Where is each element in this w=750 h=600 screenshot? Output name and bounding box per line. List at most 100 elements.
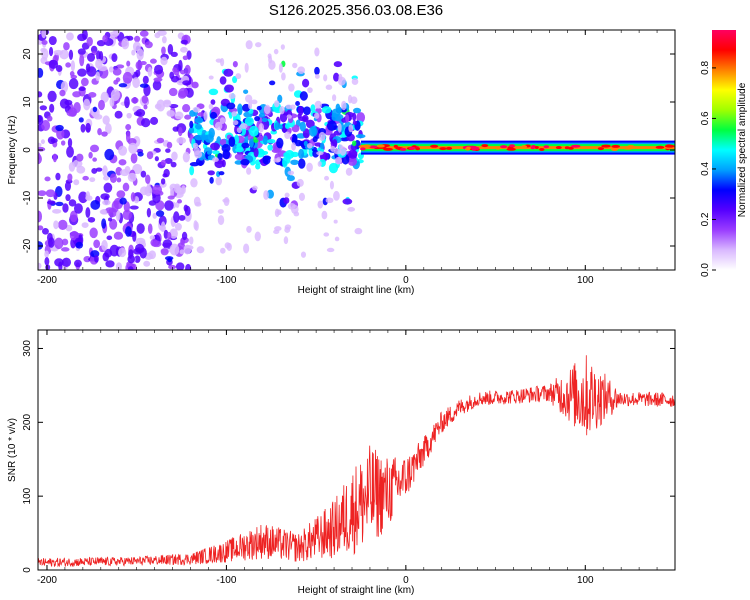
spectrogram-cell <box>345 167 353 176</box>
spectrogram-cell <box>167 257 173 263</box>
spectrogram-cell <box>356 112 366 124</box>
spectrogram-cell <box>252 185 258 191</box>
spectrogram-cell <box>147 223 153 234</box>
spectrogram-cell <box>122 209 132 221</box>
spectrogram-cell <box>38 241 44 250</box>
spectrogram-cell <box>149 235 156 240</box>
spectrogram-cell <box>521 145 527 149</box>
spectrogram-cell <box>189 165 195 176</box>
spectrogram-cell <box>345 114 350 123</box>
x-tick-label: -200 <box>37 575 57 586</box>
spectrogram-cell <box>136 48 144 61</box>
spectrogram-cell <box>173 211 180 223</box>
spectrogram-cell <box>207 170 215 176</box>
spectrogram-cell <box>41 30 47 39</box>
spectrogram-cell <box>152 184 162 195</box>
spectrogram-cell <box>321 210 328 220</box>
colorbar-label: Normalized spectral amplitude <box>737 82 748 217</box>
spectrogram-cell <box>66 146 74 158</box>
spectrogram-cell <box>96 50 101 61</box>
spectrogram-cell <box>45 189 56 198</box>
spectrogram-cell <box>118 247 127 258</box>
spectrogram-cell <box>112 68 122 76</box>
spectrogram-cell <box>217 152 223 161</box>
spectrogram-cell <box>87 216 96 223</box>
spectrogram-cell <box>170 161 177 168</box>
spectrogram-cell <box>306 162 313 172</box>
spectrogram-cell <box>77 68 87 77</box>
spectrogram-cell <box>47 90 57 102</box>
spectrogram-cell <box>86 36 93 47</box>
spectrogram-cell <box>160 159 167 166</box>
spectrogram-cell <box>350 96 358 105</box>
spectrogram-cell <box>209 176 214 184</box>
x-tick-label: 0 <box>403 575 409 586</box>
spectrogram-cell <box>314 73 320 79</box>
spectrogram-cell <box>333 148 342 155</box>
spectrogram-cell <box>274 226 282 232</box>
spectrogram-cell <box>108 66 114 73</box>
spectrogram-cell <box>285 104 292 109</box>
spectrogram-cell <box>408 146 416 150</box>
spectrogram-cell <box>314 100 322 109</box>
spectrogram-cell <box>178 126 183 137</box>
spectrogram-cell <box>126 112 132 119</box>
spectrogram-cell <box>132 41 141 52</box>
spectrogram-cell <box>182 55 189 61</box>
spectrogram-cell <box>254 231 261 242</box>
spectrogram-cell <box>93 113 103 120</box>
spectrogram-cell <box>399 147 407 151</box>
spectrogram-cell <box>62 203 69 213</box>
spectrogram-cell <box>219 117 226 124</box>
spectrogram-cell <box>60 81 69 93</box>
spectrogram-cell <box>214 159 224 169</box>
spectrogram-cell <box>77 48 86 55</box>
spectrogram-cell <box>246 167 252 175</box>
spectrogram-cell <box>48 59 59 69</box>
spectrogram-cell <box>160 56 168 66</box>
spectrogram-cell <box>334 156 342 165</box>
spectrogram-cell <box>439 147 447 151</box>
spectrogram-cell <box>131 97 139 104</box>
y-tick-label: 200 <box>22 414 33 431</box>
spectrogram-cell <box>70 60 76 72</box>
spectrogram-cell <box>208 88 219 96</box>
spectrogram-cell <box>60 140 66 146</box>
spectrogram-cell <box>332 94 337 102</box>
spectrogram-cell <box>220 247 226 254</box>
spectrogram-cell <box>190 178 198 188</box>
spectrogram-cell <box>167 195 175 200</box>
spectrogram-cell <box>113 200 120 205</box>
spectrogram-cell <box>179 249 185 255</box>
spectrogram-cell <box>531 144 536 148</box>
spectrogram-cell <box>352 120 357 126</box>
spectrogram-cell <box>302 128 310 139</box>
spectrogram-cell <box>39 105 48 111</box>
spectrogram-cell <box>314 66 320 76</box>
spectrogram-cell <box>500 145 508 149</box>
spectrogram-cell <box>182 104 191 113</box>
spectrogram-cell <box>312 136 318 143</box>
spectrogram-cell <box>50 138 58 143</box>
spectrogram-cell <box>534 146 539 150</box>
spectrogram-cell <box>38 142 42 148</box>
spectrogram-cell <box>118 83 128 88</box>
spectrogram-cell <box>46 115 53 122</box>
spectrogram-cell <box>208 103 214 110</box>
spectrogram-cell <box>55 172 61 181</box>
spectrogram-cell <box>258 112 266 118</box>
spectrogram-cell <box>41 120 51 131</box>
spectrogram-cell <box>95 58 103 69</box>
spectrogram-cell <box>46 200 56 205</box>
spectrogram-cell <box>146 181 151 194</box>
spectrogram-cell <box>248 101 253 110</box>
spectrogram-cell <box>85 191 91 201</box>
spectrogram-cell <box>243 89 249 94</box>
spectrogram-cell <box>38 262 42 269</box>
snr-ylabel: SNR (10 * v/v) <box>7 418 18 482</box>
spectrogram-cell <box>168 103 179 109</box>
spectrogram-cell <box>291 142 296 151</box>
spectrogram-cell <box>231 111 238 117</box>
colorbar: 0.0 0.2 0.4 0.6 0.8 Normalized spectral ampl… <box>700 30 748 277</box>
spectrogram-cell <box>54 258 64 267</box>
